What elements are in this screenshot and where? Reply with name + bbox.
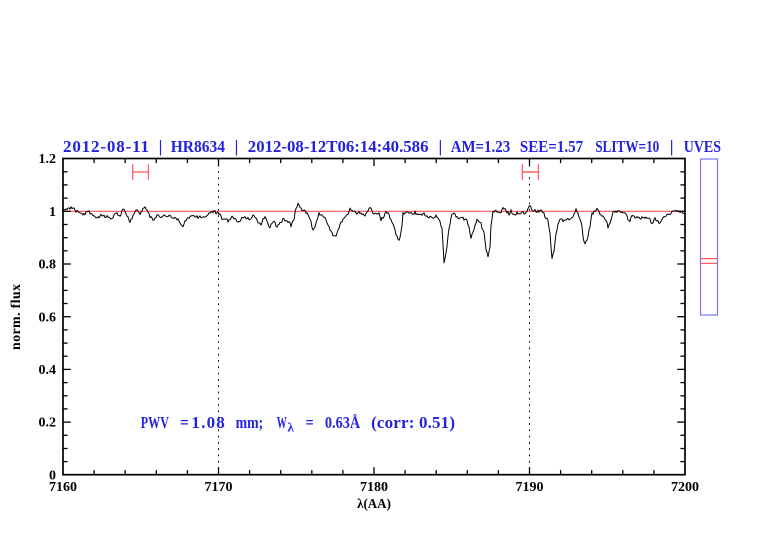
svg-text:|: | — [159, 137, 163, 156]
svg-text:=: = — [180, 413, 189, 432]
svg-text:λ(AA): λ(AA) — [357, 497, 391, 512]
svg-text:7190: 7190 — [516, 480, 544, 495]
svg-text:7180: 7180 — [360, 480, 388, 495]
svg-text:2012-08-11: 2012-08-11 — [63, 137, 149, 156]
svg-text:0: 0 — [49, 468, 56, 483]
svg-text:2012-08-12T06:14:40.586: 2012-08-12T06:14:40.586 — [248, 137, 429, 156]
svg-text:norm. flux: norm. flux — [9, 284, 24, 350]
svg-text:|: | — [670, 137, 674, 156]
svg-text:0.2: 0.2 — [39, 416, 57, 431]
svg-text:0.63Å: 0.63Å — [325, 413, 361, 432]
svg-text:0.4: 0.4 — [39, 363, 57, 378]
svg-text:7170: 7170 — [205, 480, 233, 495]
svg-text:|: | — [235, 137, 239, 156]
svg-text:=: = — [306, 413, 314, 432]
svg-text:|: | — [439, 137, 443, 156]
svg-text:1.08: 1.08 — [191, 413, 224, 432]
svg-text:SLITW=10: SLITW=10 — [595, 137, 659, 156]
svg-text:PWV: PWV — [141, 413, 170, 432]
svg-text:1: 1 — [49, 205, 56, 220]
svg-text:mm;: mm; — [236, 413, 264, 432]
svg-text:SEE=1.57: SEE=1.57 — [520, 137, 584, 156]
svg-text:W: W — [277, 413, 287, 432]
svg-text:7160: 7160 — [49, 480, 77, 495]
svg-text:(corr: 0.51): (corr: 0.51) — [371, 413, 455, 432]
svg-text:UVES: UVES — [684, 137, 721, 156]
svg-text:AM=1.23: AM=1.23 — [451, 137, 511, 156]
svg-text:1.2: 1.2 — [39, 152, 57, 167]
svg-text:0.8: 0.8 — [39, 258, 57, 273]
svg-text:0.6: 0.6 — [39, 310, 57, 325]
svg-text:7200: 7200 — [671, 480, 699, 495]
svg-text:HR8634: HR8634 — [171, 137, 226, 156]
svg-text:λ: λ — [288, 420, 295, 435]
